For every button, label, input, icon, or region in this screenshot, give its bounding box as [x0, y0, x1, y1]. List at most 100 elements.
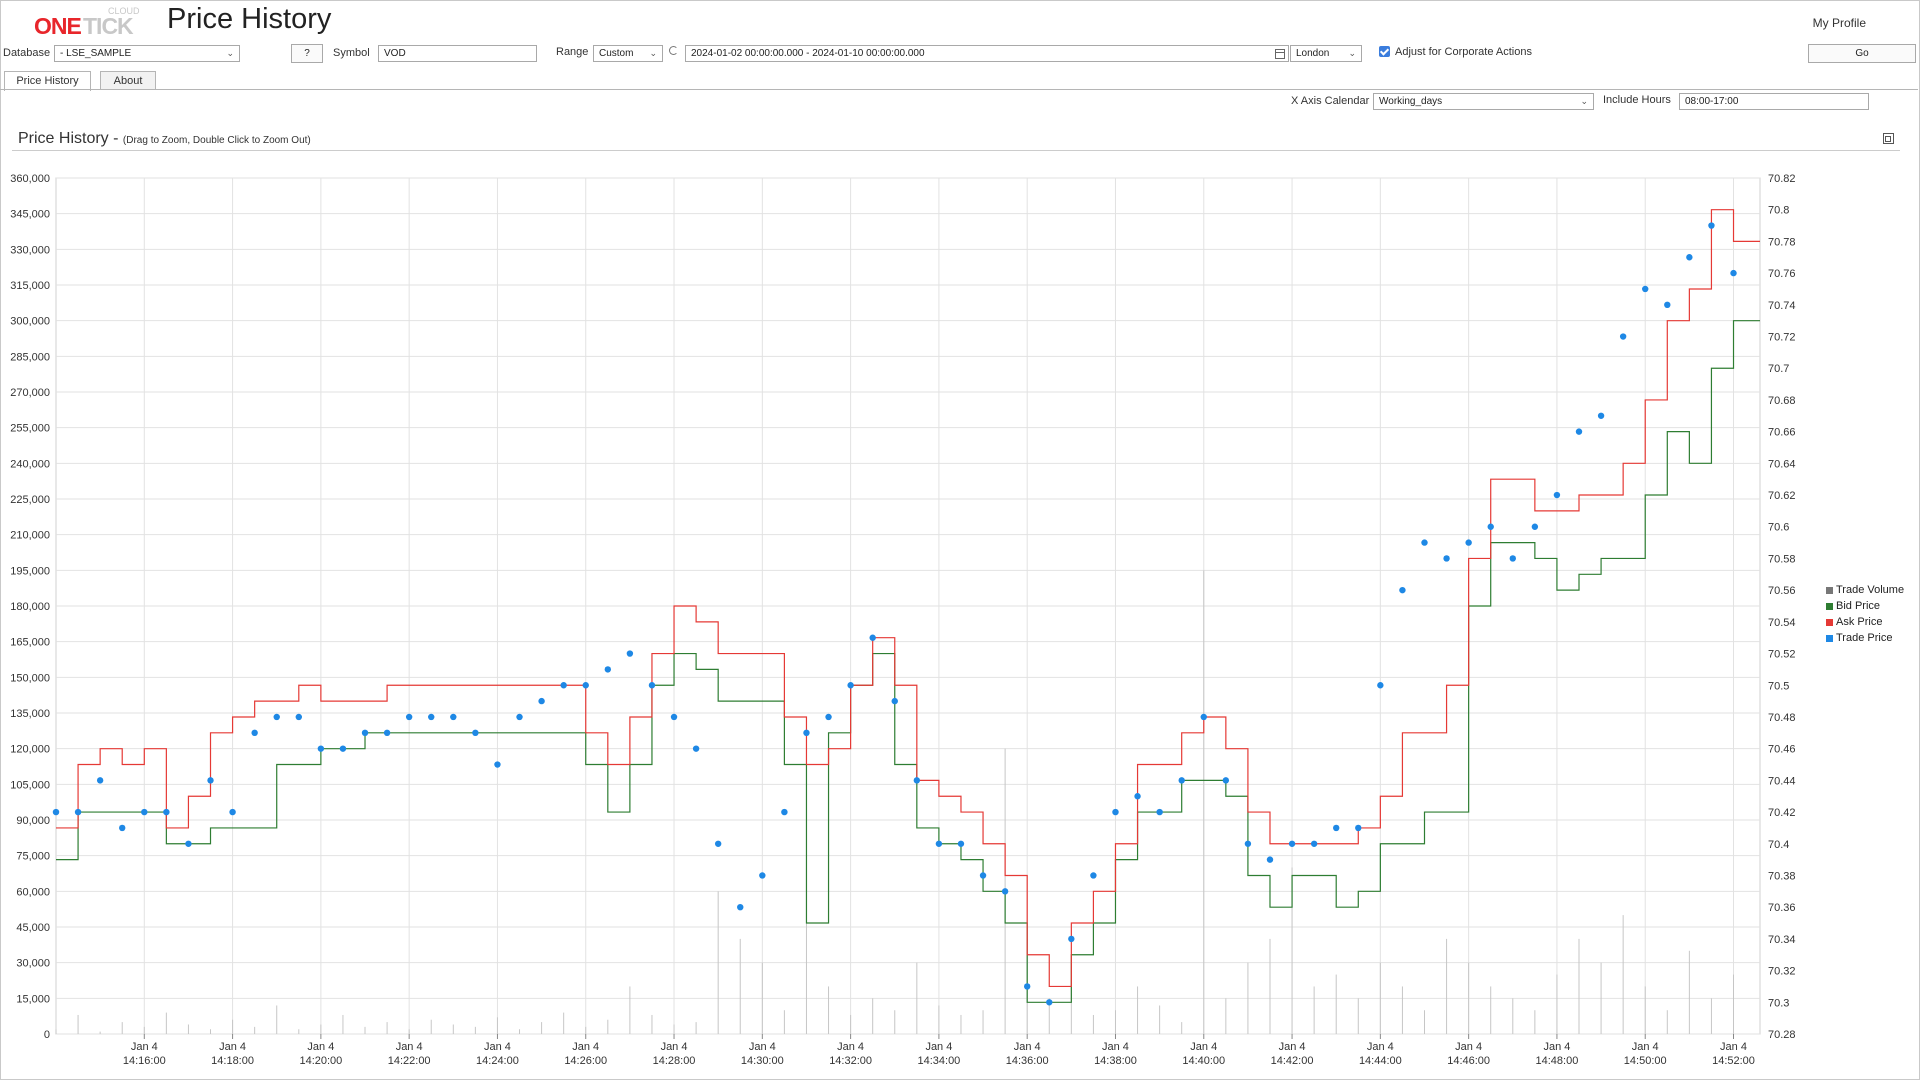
symbol-label: Symbol	[333, 47, 370, 59]
x-axis-tick-time: 14:44:00	[1359, 1055, 1402, 1067]
database-select[interactable]: - LSE_SAMPLE ⌄	[54, 45, 240, 62]
trade-price-point	[1531, 523, 1539, 530]
x-axis-tick-time: 14:38:00	[1094, 1055, 1137, 1067]
tab-about[interactable]: About	[100, 71, 156, 90]
refresh-icon[interactable]	[669, 46, 678, 55]
trade-price-point	[1090, 872, 1097, 879]
y-axis-left-tick: 135,000	[10, 708, 50, 720]
trade-price-point	[383, 729, 391, 737]
legend-swatch	[1826, 619, 1833, 626]
date-range-input[interactable]: 2024-01-02 00:00:00.000 - 2024-01-10 00:…	[685, 45, 1289, 62]
y-axis-right-tick: 70.46	[1768, 744, 1796, 756]
timezone-select[interactable]: London ⌄	[1290, 45, 1362, 62]
y-axis-left-tick: 360,000	[10, 173, 50, 185]
price-history-chart[interactable]: 0 15,000 30,000 45,000 60,000 75,000 90,000 105…	[0, 152, 1920, 1080]
legend-label: Trade Volume	[1836, 584, 1905, 596]
trade-price-point	[1068, 935, 1075, 943]
y-axis-left-tick: 255,000	[10, 423, 50, 435]
chart-panel-title: Price History - (Drag to Zoom, Double Cl…	[18, 130, 311, 147]
y-axis-left-tick: 90,000	[16, 815, 50, 827]
x-axis-tick-time: 14:28:00	[653, 1055, 696, 1067]
y-axis-left-tick: 0	[44, 1029, 50, 1041]
trade-price-point	[1134, 793, 1141, 800]
chevron-down-icon: ⌄	[1580, 96, 1588, 106]
x-axis-tick-time: 14:26:00	[564, 1055, 607, 1067]
tab-price-history[interactable]: Price History	[4, 71, 91, 91]
chart-legend: Trade Volume Bid Price Ask Price Trade P…	[1826, 582, 1904, 646]
x-axis-tick-date: Jan 4	[1720, 1041, 1747, 1053]
x-axis-tick-time: 14:24:00	[476, 1055, 519, 1067]
onetick-logo: ONE TICK CLOUD	[34, 6, 140, 40]
legend-item[interactable]: Ask Price	[1826, 614, 1904, 630]
legend-label: Bid Price	[1836, 600, 1881, 612]
trade-price-point	[1156, 808, 1163, 816]
include-hours-label: Include Hours	[1603, 94, 1671, 106]
symbol-input[interactable]: VOD	[378, 45, 537, 62]
chevron-down-icon: ⌄	[226, 48, 234, 58]
trade-price-point	[692, 745, 700, 752]
trade-price-point	[119, 824, 126, 832]
x-axis-tick-time: 14:50:00	[1624, 1055, 1667, 1067]
trade-price-point	[913, 777, 921, 784]
y-axis-right-tick: 70.38	[1768, 870, 1796, 882]
calendar-icon[interactable]	[1275, 49, 1285, 59]
trade-price-point	[891, 697, 898, 705]
trade-price-point	[251, 729, 258, 737]
y-axis-right-tick: 70.3	[1768, 997, 1789, 1009]
trade-price-point	[803, 729, 810, 737]
adjust-corporate-actions-checkbox[interactable]	[1379, 46, 1390, 57]
trade-price-point	[626, 650, 634, 657]
y-axis-right-tick: 70.74	[1768, 300, 1796, 312]
trade-price-point	[229, 808, 236, 816]
trade-price-point	[935, 840, 943, 847]
trade-price-point	[1333, 824, 1340, 832]
y-axis-right-tick: 70.78	[1768, 236, 1796, 248]
trade-price-point	[1310, 840, 1318, 847]
x-axis-tick-date: Jan 4	[925, 1041, 952, 1053]
range-select[interactable]: Custom ⌄	[593, 45, 663, 62]
x-axis-calendar-label: X Axis Calendar	[1291, 95, 1370, 107]
expand-icon[interactable]	[1883, 133, 1894, 144]
trade-price-point	[339, 745, 347, 752]
trade-price-point	[1443, 555, 1450, 562]
app-title: Price History	[167, 3, 332, 35]
y-axis-right-tick: 70.42	[1768, 807, 1796, 819]
trade-price-point	[957, 840, 965, 847]
trade-price-point	[185, 840, 192, 847]
my-profile-link[interactable]: My Profile	[1812, 16, 1866, 30]
trade-price-point	[1421, 539, 1428, 546]
adjust-corporate-actions-label: Adjust for Corporate Actions	[1395, 46, 1532, 58]
x-axis-tick-date: Jan 4	[396, 1041, 423, 1053]
y-axis-left-tick: 105,000	[10, 779, 50, 791]
x-axis-calendar-select[interactable]: Working_days ⌄	[1373, 93, 1594, 110]
trade-price-point	[759, 872, 766, 879]
logo-cloud-text: CLOUD	[108, 6, 140, 16]
include-hours-input[interactable]: 08:00-17:00	[1679, 93, 1869, 110]
x-axis-tick-time: 14:32:00	[829, 1055, 872, 1067]
x-axis-tick-date: Jan 4	[837, 1041, 864, 1053]
legend-label: Ask Price	[1836, 616, 1883, 628]
y-axis-right-tick: 70.6	[1768, 522, 1789, 534]
y-axis-left-tick: 120,000	[10, 744, 50, 756]
go-button[interactable]: Go	[1808, 44, 1916, 63]
x-axis-tick-time: 14:48:00	[1536, 1055, 1579, 1067]
chart-subtitle: (Drag to Zoom, Double Click to Zoom Out)	[122, 135, 311, 146]
trade-price-point	[295, 713, 302, 721]
trade-price-point	[405, 713, 413, 721]
y-axis-left-tick: 210,000	[10, 530, 50, 542]
include-hours-value: 08:00-17:00	[1685, 96, 1739, 107]
legend-item[interactable]: Trade Price	[1826, 630, 1904, 646]
legend-item[interactable]: Trade Volume	[1826, 582, 1904, 598]
legend-item[interactable]: Bid Price	[1826, 598, 1904, 614]
chart-title-text: Price History	[18, 130, 109, 147]
help-button[interactable]: ?	[291, 44, 323, 63]
trade-price-point	[1465, 539, 1472, 546]
series-ask-price	[56, 209, 1760, 988]
trade-price-point	[582, 682, 589, 689]
trade-price-point	[670, 713, 678, 721]
trade-price-point	[1597, 412, 1605, 419]
trade-price-point	[74, 808, 82, 816]
database-label: Database	[3, 47, 51, 59]
x-axis-tick-time: 14:52:00	[1712, 1055, 1755, 1067]
series-bid-price	[56, 320, 1760, 1003]
